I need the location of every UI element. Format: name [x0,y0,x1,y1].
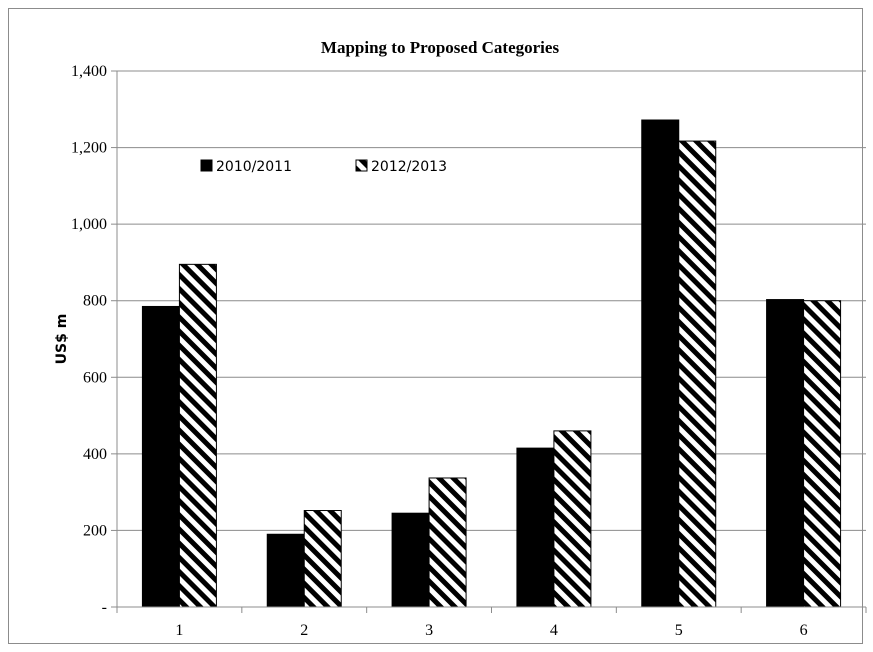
bar-series-1-cat-5 [642,120,679,607]
legend-swatch-2 [356,160,367,171]
y-tick-labels: - 200 400 600 800 1,000 1,200 1,400 [71,63,107,616]
legend-swatch-1 [201,160,212,171]
legend: 2010/2011 2012/2013 [201,159,447,175]
x-tick-label: 6 [800,622,808,639]
legend-label-1: 2010/2011 [216,159,292,175]
x-tick-label: 1 [175,622,183,639]
y-tick-label: - [102,599,107,616]
bar-series-1-cat-6 [767,300,804,607]
grid-lines [117,71,866,530]
bar-series-1-cat-4 [517,448,554,607]
y-tick-label: 400 [83,446,107,463]
x-tick-label: 5 [675,622,683,639]
bar-series-2-cat-4 [554,431,591,607]
bar-series-2-cat-5 [679,141,716,607]
x-tick-label: 2 [300,622,308,639]
y-tick-label: 800 [83,293,107,310]
y-tick-label: 1,000 [71,216,107,233]
y-tick-label: 200 [83,522,107,539]
legend-label-2: 2012/2013 [371,159,447,175]
y-tick-label: 1,200 [71,140,107,157]
bar-series-2-cat-6 [804,301,841,607]
axes [111,71,866,613]
bar-series-2-cat-1 [179,264,216,607]
x-tick-labels: 1 2 3 4 5 6 [175,622,807,639]
bars [142,120,840,607]
bar-series-1-cat-2 [267,534,304,607]
chart-title: Mapping to Proposed Categories [321,38,560,57]
x-tick-label: 4 [550,622,558,639]
bar-series-2-cat-3 [429,478,466,607]
y-tick-label: 1,400 [71,63,107,80]
bar-series-1-cat-3 [392,513,429,607]
bar-series-2-cat-2 [304,511,341,607]
y-axis-label: US$ m [54,314,70,365]
bar-series-1-cat-1 [142,306,179,607]
y-tick-label: 600 [83,369,107,386]
x-tick-label: 3 [425,622,433,639]
